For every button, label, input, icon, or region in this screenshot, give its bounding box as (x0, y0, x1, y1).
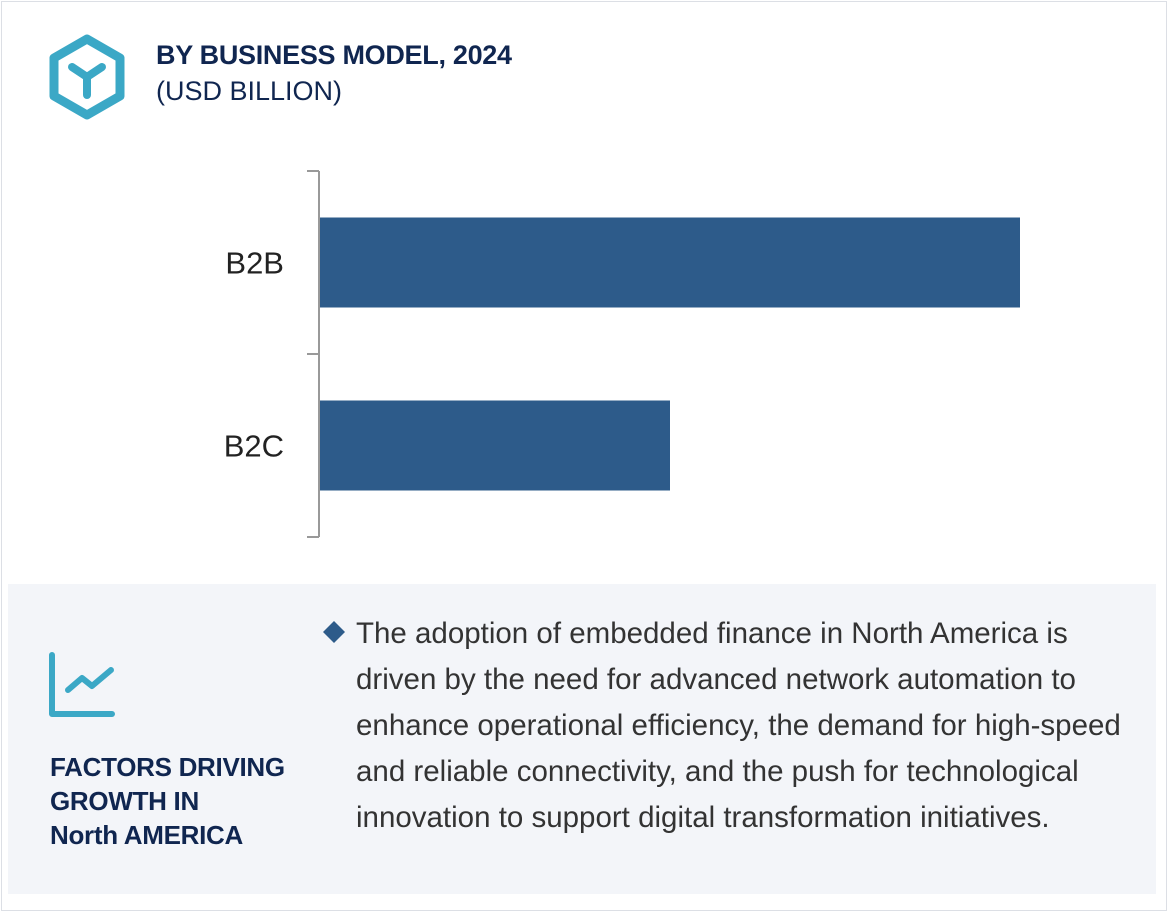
line-chart-trend-icon (49, 652, 115, 717)
factors-panel (8, 584, 1156, 894)
factors-heading: FACTORS DRIVING GROWTH IN North AMERICA (50, 750, 285, 852)
diamond-bullet-icon (323, 621, 345, 643)
bar-chart: B2B B2C (224, 170, 1020, 538)
category-label: B2C (224, 429, 284, 464)
bar-b2b (320, 217, 1020, 308)
factors-description: The adoption of embedded finance in Nort… (356, 617, 1121, 834)
category-label: B2B (225, 246, 284, 281)
bar-b2c (320, 400, 670, 491)
factors-heading-line: GROWTH IN (50, 786, 199, 816)
hexagon-y-logo-icon (49, 34, 125, 120)
factors-heading-line: North AMERICA (50, 820, 244, 850)
chart-subtitle: (USD BILLION) (156, 76, 343, 106)
factors-heading-line: FACTORS DRIVING (50, 752, 285, 782)
chart-title: BY BUSINESS MODEL, 2024 (156, 40, 512, 70)
